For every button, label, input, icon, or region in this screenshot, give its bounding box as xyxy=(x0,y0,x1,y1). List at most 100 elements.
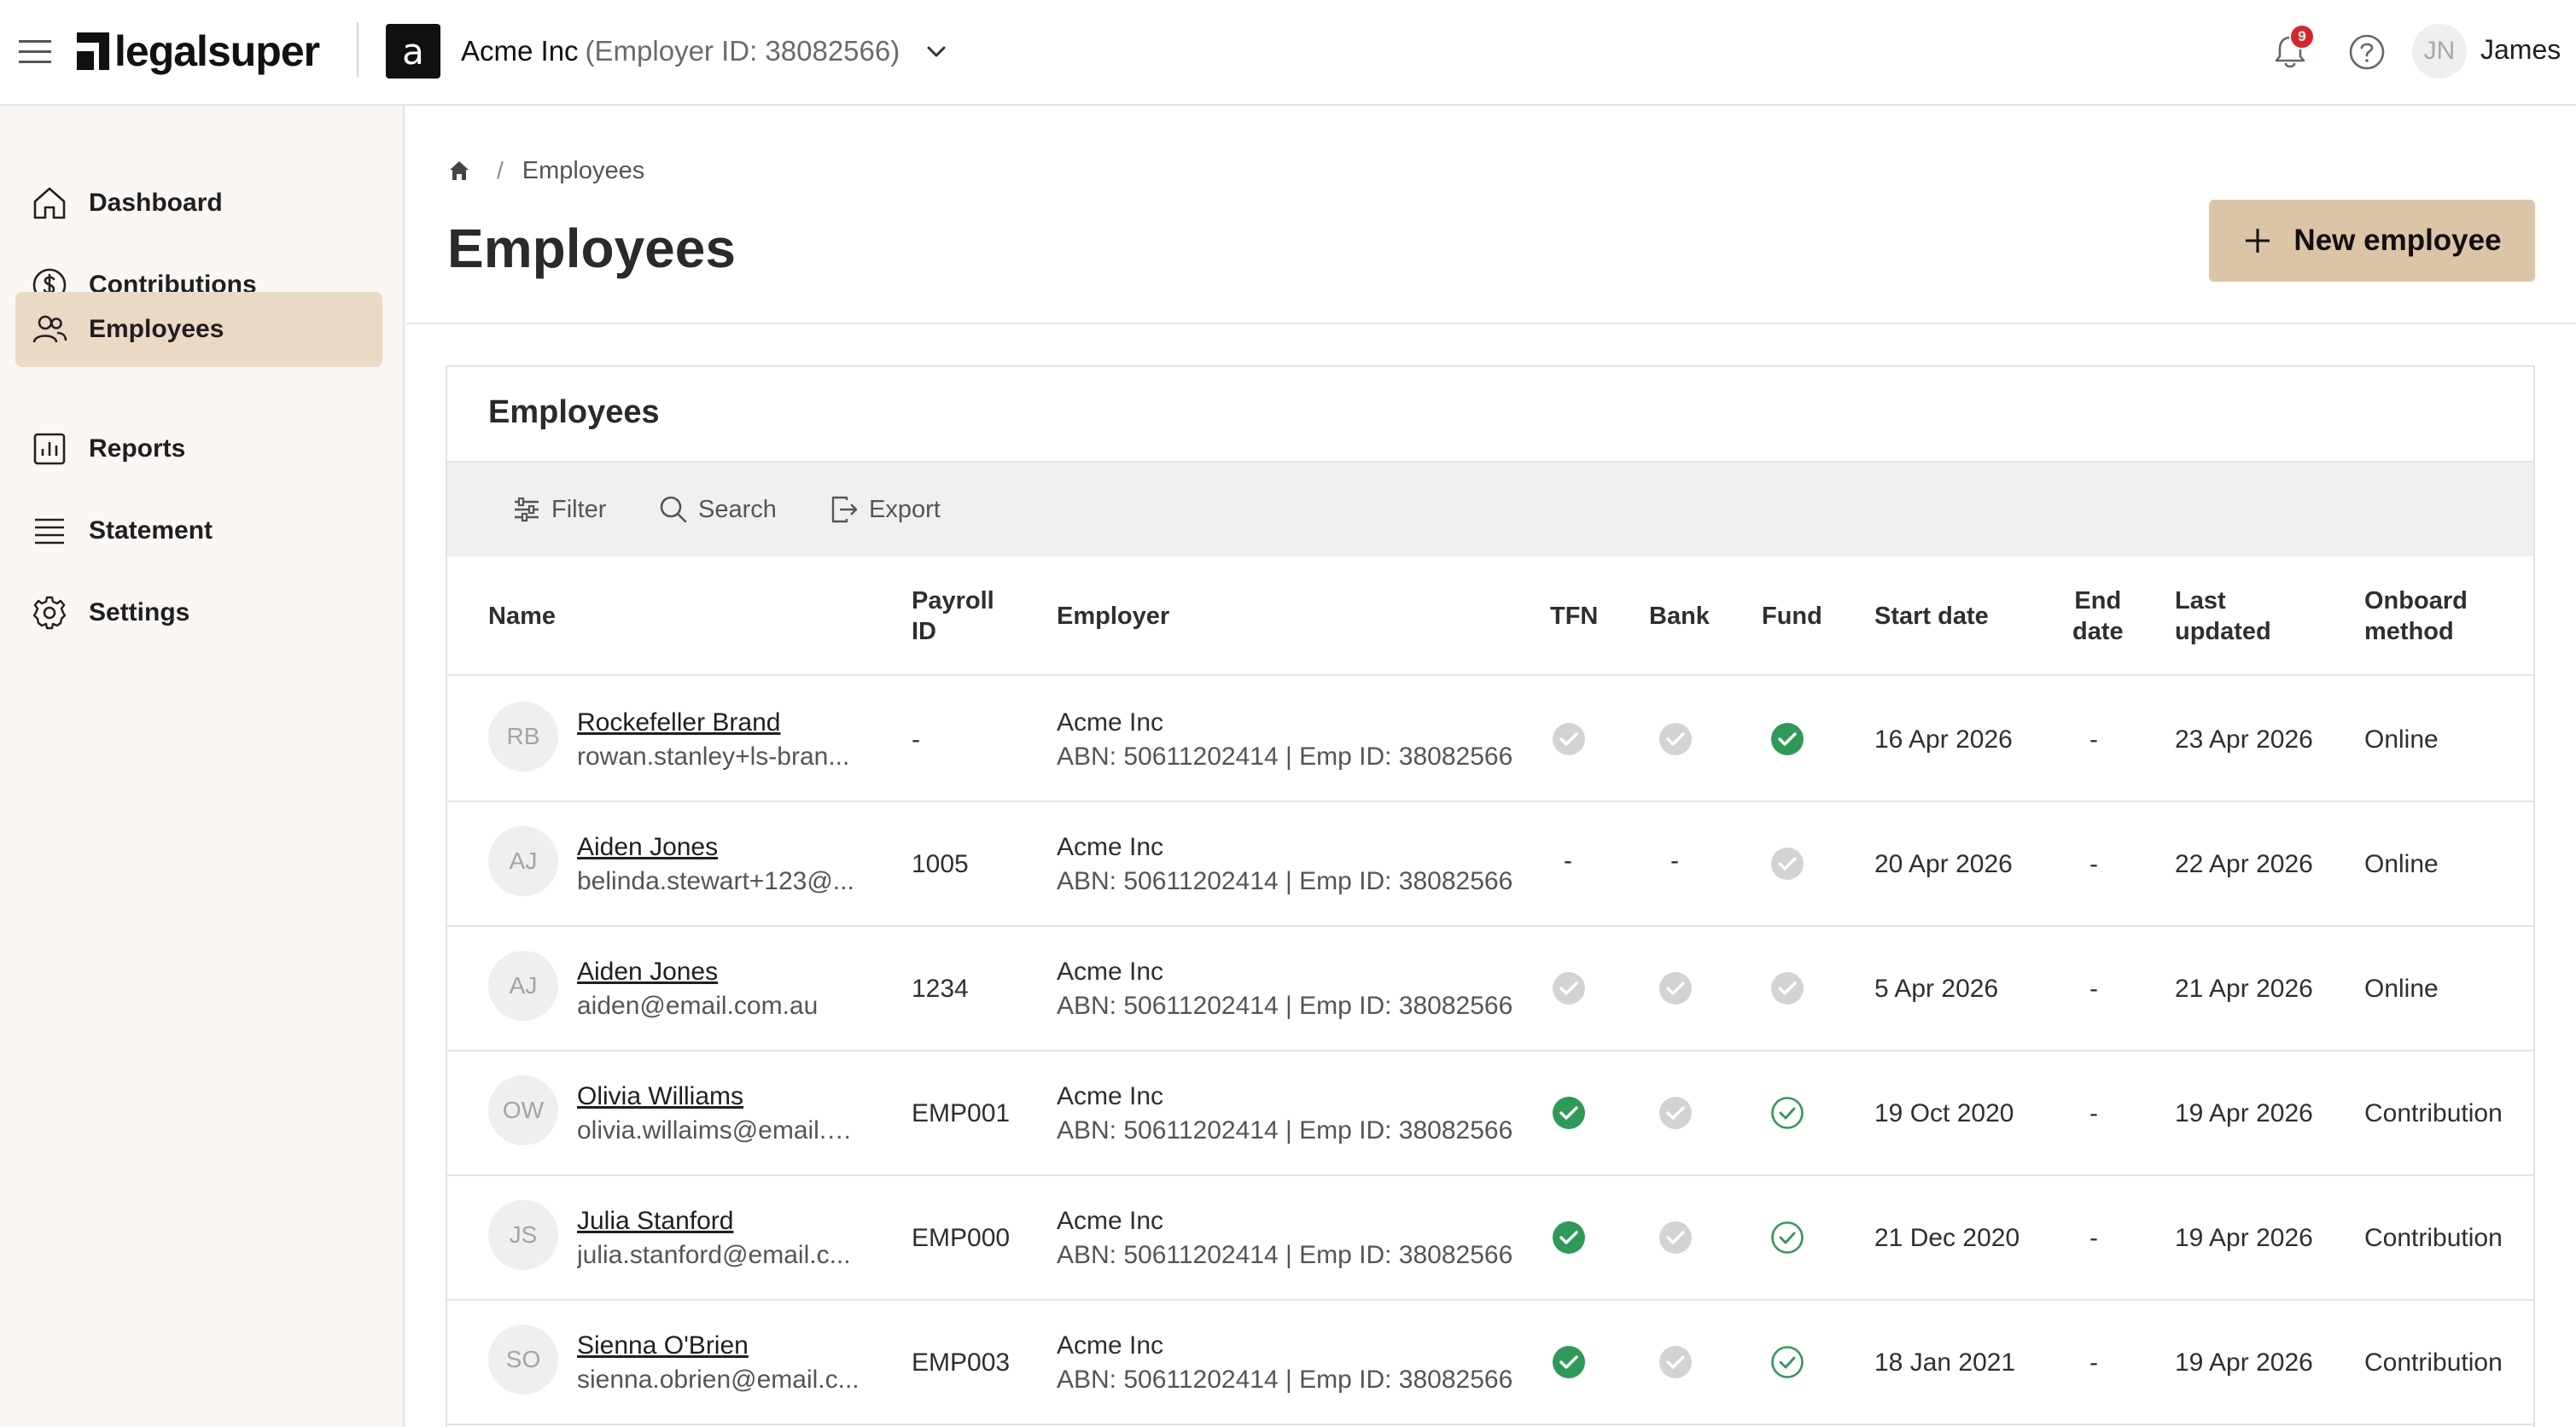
sidebar-item-reports[interactable]: Reports xyxy=(15,411,382,486)
menu-icon[interactable] xyxy=(19,39,51,65)
column-header-line: Onboard xyxy=(2364,587,2468,614)
payroll-id: - xyxy=(912,725,920,754)
table-row[interactable]: AJ Aiden Jones belinda.stewart+123@... 1005… xyxy=(447,802,2533,927)
column-header-onboard-method[interactable]: Onboard method xyxy=(2364,585,2468,647)
column-header-end-date[interactable]: End date xyxy=(2072,585,2124,647)
table-row[interactable]: AJ Aiden Jones aiden@email.com.au 1234 Acme … xyxy=(447,927,2533,1051)
employee-email: sienna.obrien@email.c... xyxy=(577,1366,860,1394)
start-date: 19 Oct 2020 xyxy=(1874,1099,2014,1127)
onboard-method: Contribution xyxy=(2364,1224,2503,1252)
column-header-payroll-id[interactable]: Payroll ID xyxy=(912,585,994,647)
payroll-id: EMP000 xyxy=(912,1224,1011,1252)
employee-email: belinda.stewart+123@... xyxy=(577,867,854,895)
employee-name-link[interactable]: Rockefeller Brand xyxy=(577,708,781,737)
search-icon xyxy=(660,496,687,523)
employer-abn: ABN: 50611202414 | Emp ID: 38082566 xyxy=(1057,1116,1513,1145)
sidebar-item-employees[interactable]: Employees xyxy=(15,292,382,367)
employer-name: Acme Inc xyxy=(1057,1207,1164,1235)
column-header-bank[interactable]: Bank xyxy=(1649,603,1710,630)
column-header-fund[interactable]: Fund xyxy=(1762,603,1822,630)
sidebar-item-label: Dashboard xyxy=(89,189,223,217)
new-employee-button[interactable]: New employee xyxy=(2209,200,2535,282)
brand-logo[interactable]: legalsuper xyxy=(77,26,320,77)
employees-card: Employees Filter Search xyxy=(446,365,2535,1427)
breadcrumb-current: Employees xyxy=(522,156,645,184)
column-header-start-date[interactable]: Start date xyxy=(1874,603,1989,630)
filter-label: Filter xyxy=(551,495,607,523)
onboard-method: Online xyxy=(2364,975,2439,1003)
employee-name-link[interactable]: Aiden Jones xyxy=(577,833,719,861)
employee-name-link[interactable]: Sienna O'Brien xyxy=(577,1331,749,1360)
onboard-method: Contribution xyxy=(2364,1099,2503,1127)
employee-name-link[interactable]: Aiden Jones xyxy=(577,958,719,986)
employer-avatar: a xyxy=(386,24,440,79)
sidebar-item-label: Settings xyxy=(89,598,190,626)
check-filled-grey-icon xyxy=(1658,1096,1693,1130)
employer-id: (Employer ID: 38082566) xyxy=(585,35,900,67)
column-header-line: Payroll xyxy=(912,587,994,614)
employer-abn: ABN: 50611202414 | Emp ID: 38082566 xyxy=(1057,992,1513,1020)
employer-abn: ABN: 50611202414 | Emp ID: 38082566 xyxy=(1057,1241,1513,1269)
column-header-line: Last xyxy=(2175,587,2226,614)
home-icon[interactable] xyxy=(447,159,471,183)
employee-email: julia.stanford@email.c... xyxy=(577,1241,851,1269)
employer-abn: ABN: 50611202414 | Emp ID: 38082566 xyxy=(1057,1366,1513,1394)
last-updated: 22 Apr 2026 xyxy=(2175,850,2313,878)
employer-name: Acme Inc xyxy=(1057,958,1164,986)
sidebar-item-dashboard[interactable]: Dashboard xyxy=(15,166,382,241)
check-filled-green-icon xyxy=(1552,1220,1586,1255)
sidebar-item-label: Reports xyxy=(89,434,186,463)
employee-name-link[interactable]: Olivia Williams xyxy=(577,1082,743,1110)
search-button[interactable]: Search xyxy=(659,492,777,527)
sidebar-item-label: Employees xyxy=(89,315,224,343)
table-toolbar: Filter Search Export xyxy=(447,463,2533,556)
employee-avatar: AJ xyxy=(488,951,558,1021)
employee-avatar: SO xyxy=(488,1325,558,1395)
employee-name-link[interactable]: Julia Stanford xyxy=(577,1207,734,1235)
last-updated: 19 Apr 2026 xyxy=(2175,1224,2313,1252)
employer-name: Acme Inc xyxy=(461,35,579,67)
export-button[interactable]: Export xyxy=(830,492,941,527)
payroll-id: EMP003 xyxy=(912,1348,1011,1377)
page-header: / Employees Employees New employee xyxy=(406,106,2576,324)
user-avatar[interactable]: JN xyxy=(2412,24,2467,79)
start-date: 5 Apr 2026 xyxy=(1874,975,1999,1003)
sidebar-item-statement[interactable]: Statement xyxy=(15,493,382,568)
payroll-id: 1005 xyxy=(912,850,969,878)
logo-mark-icon xyxy=(77,32,109,70)
table-row[interactable]: JS Julia Stanford julia.stanford@email.c..… xyxy=(447,1176,2533,1301)
user-name[interactable]: James xyxy=(2480,34,2561,65)
check-outline-green-icon xyxy=(1770,1345,1804,1379)
column-header-tfn[interactable]: TFN xyxy=(1550,603,1599,630)
last-updated: 23 Apr 2026 xyxy=(2175,725,2313,754)
check-filled-green-icon xyxy=(1552,1345,1586,1379)
end-date: - xyxy=(2089,725,2098,754)
sidebar: Dashboard Contributions Employees Report… xyxy=(0,106,405,1427)
column-header-line: method xyxy=(2364,618,2454,645)
start-date: 16 Apr 2026 xyxy=(1874,725,2013,754)
last-updated: 19 Apr 2026 xyxy=(2175,1099,2313,1127)
employer-switcher[interactable]: a Acme Inc (Employer ID: 38082566) xyxy=(386,24,947,79)
divider xyxy=(357,22,358,77)
sidebar-item-label: Statement xyxy=(89,516,213,545)
new-employee-label: New employee xyxy=(2293,224,2502,257)
top-bar: legalsuper a Acme Inc (Employer ID: 3808… xyxy=(0,0,2576,106)
table-row[interactable]: RB Rockefeller Brand rowan.stanley+ls-bran… xyxy=(447,678,2533,802)
employer-name: Acme Inc xyxy=(1057,833,1164,861)
help-icon[interactable] xyxy=(2347,32,2387,72)
sidebar-item-settings[interactable]: Settings xyxy=(15,575,382,650)
column-header-employer[interactable]: Employer xyxy=(1057,603,1170,630)
column-header-last-updated[interactable]: Last updated xyxy=(2175,585,2271,647)
list-icon xyxy=(35,518,64,545)
employer-name: Acme Inc xyxy=(1057,708,1164,737)
bank-status: - xyxy=(1670,847,1679,875)
check-filled-green-icon xyxy=(1770,722,1804,756)
page-title: Employees xyxy=(447,218,736,279)
table-row[interactable]: SO Sienna O'Brien sienna.obrien@email.c...… xyxy=(447,1301,2533,1425)
start-date: 18 Jan 2021 xyxy=(1874,1348,2016,1377)
table-row[interactable]: OW Olivia Williams olivia.willaims@email.c… xyxy=(447,1051,2533,1176)
check-filled-grey-icon xyxy=(1770,971,1804,1005)
check-filled-grey-icon xyxy=(1658,1220,1693,1255)
filter-button[interactable]: Filter xyxy=(512,492,606,527)
column-header-name[interactable]: Name xyxy=(488,603,556,630)
